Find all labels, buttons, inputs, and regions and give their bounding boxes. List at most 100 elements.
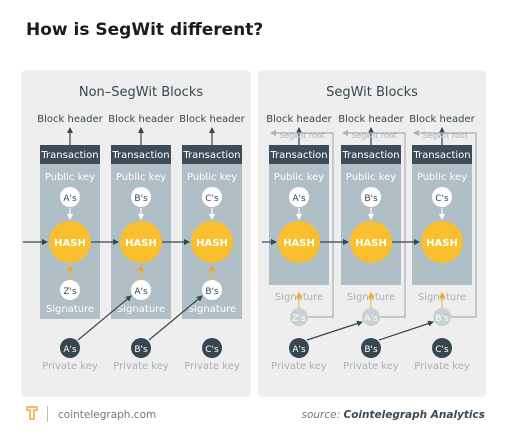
private-key-label: Private key bbox=[271, 361, 327, 372]
public-key-node-label: A's bbox=[63, 194, 77, 204]
public-key-node-label: B's bbox=[134, 194, 148, 204]
private-key-node bbox=[432, 338, 452, 358]
private-key-node bbox=[361, 338, 381, 358]
public-key-node-label: C's bbox=[435, 194, 449, 204]
signature-node-label: A's bbox=[134, 287, 148, 297]
signature-node-label: B's bbox=[205, 287, 219, 297]
private-key-node-label: B's bbox=[364, 345, 378, 355]
public-key-node-label: A's bbox=[292, 194, 306, 204]
public-key-label: Public key bbox=[45, 172, 95, 183]
public-key-label: Public key bbox=[346, 172, 396, 183]
signature-label: Signature bbox=[188, 304, 236, 315]
hash-node bbox=[120, 221, 162, 263]
public-key-node bbox=[131, 187, 151, 207]
private-key-node-label: C's bbox=[205, 345, 219, 355]
private-key-node bbox=[289, 338, 309, 358]
private-key-node bbox=[131, 338, 151, 358]
block-header-label: Block header bbox=[179, 114, 245, 125]
private-key-label: Private key bbox=[414, 361, 470, 372]
signature-node-label: Z's bbox=[292, 314, 306, 324]
public-key-node bbox=[432, 187, 452, 207]
public-key-node bbox=[361, 187, 381, 207]
block-header-label: Block header bbox=[108, 114, 174, 125]
public-key-label: Public key bbox=[187, 172, 237, 183]
private-key-node bbox=[60, 338, 80, 358]
public-key-label: Public key bbox=[274, 172, 324, 183]
private-key-arrow bbox=[378, 320, 434, 341]
private-key-node-label: A's bbox=[292, 345, 306, 355]
hash-node bbox=[191, 221, 233, 263]
cointelegraph-logo-icon bbox=[26, 406, 38, 420]
private-key-label: Private key bbox=[184, 361, 240, 372]
hash-label: HASH bbox=[196, 238, 228, 249]
signature-node bbox=[131, 280, 151, 300]
segwit-root-label: Segwit root bbox=[351, 131, 397, 140]
segwit-root-connector bbox=[342, 130, 406, 318]
private-key-node-label: B's bbox=[134, 345, 148, 355]
footer-divider bbox=[47, 406, 48, 422]
source-name: Cointelegraph Analytics bbox=[343, 409, 485, 421]
segwit-root-connector bbox=[270, 130, 334, 318]
signature-node bbox=[362, 308, 380, 326]
private-key-node bbox=[202, 338, 222, 358]
hash-label: HASH bbox=[54, 238, 86, 249]
segwit-root-connector bbox=[413, 130, 477, 318]
hash-label: HASH bbox=[426, 238, 458, 249]
block-header-label: Block header bbox=[338, 114, 404, 125]
transaction-label: Transaction bbox=[182, 150, 240, 161]
signature-label: Signature bbox=[117, 304, 165, 315]
transaction-header bbox=[182, 145, 242, 164]
transaction-header bbox=[341, 145, 401, 164]
hash-node bbox=[421, 221, 463, 263]
transaction-header bbox=[40, 145, 100, 164]
transaction-label: Transaction bbox=[269, 150, 327, 161]
transaction-label: Transaction bbox=[341, 150, 399, 161]
signature-node-label: A's bbox=[364, 314, 378, 324]
block-header-label: Block header bbox=[409, 114, 475, 125]
hash-node bbox=[49, 221, 91, 263]
transaction-header bbox=[412, 145, 472, 164]
public-key-node-label: C's bbox=[205, 194, 219, 204]
private-key-label: Private key bbox=[113, 361, 169, 372]
footer-site[interactable]: cointelegraph.com bbox=[58, 409, 157, 421]
segwit-heading: SegWit Blocks bbox=[326, 85, 418, 100]
signature-node bbox=[433, 308, 451, 326]
transaction-header bbox=[111, 145, 171, 164]
block-header-label: Block header bbox=[266, 114, 332, 125]
public-key-label: Public key bbox=[116, 172, 166, 183]
public-key-node bbox=[202, 187, 222, 207]
page-title: How is SegWit different? bbox=[26, 20, 264, 40]
segwit-root-label: Segwit root bbox=[422, 131, 468, 140]
private-key-arrow bbox=[148, 295, 203, 341]
signature-node-label: B's bbox=[435, 314, 449, 324]
hash-label: HASH bbox=[283, 238, 315, 249]
transaction-label: Transaction bbox=[412, 150, 470, 161]
hash-label: HASH bbox=[355, 238, 387, 249]
signature-node-label: Z's bbox=[63, 287, 77, 297]
non-segwit-heading: Non–SegWit Blocks bbox=[79, 85, 203, 100]
hash-node bbox=[350, 221, 392, 263]
block-header-label: Block header bbox=[37, 114, 103, 125]
transaction-header bbox=[269, 145, 329, 164]
public-key-node-label: B's bbox=[364, 194, 378, 204]
public-key-node bbox=[289, 187, 309, 207]
hash-label: HASH bbox=[125, 238, 157, 249]
signature-label: Signature bbox=[46, 304, 94, 315]
public-key-node bbox=[60, 187, 80, 207]
signature-node bbox=[290, 308, 308, 326]
private-key-label: Private key bbox=[343, 361, 399, 372]
private-key-node-label: A's bbox=[63, 345, 77, 355]
signature-node bbox=[202, 280, 222, 300]
source-prefix: source: bbox=[301, 409, 344, 421]
transaction-label: Transaction bbox=[111, 150, 169, 161]
private-key-node-label: C's bbox=[435, 345, 449, 355]
hash-node bbox=[278, 221, 320, 263]
public-key-label: Public key bbox=[417, 172, 467, 183]
segwit-root-label: Segwit root bbox=[279, 131, 325, 140]
footer-source: source: Cointelegraph Analytics bbox=[302, 409, 486, 421]
signature-node bbox=[60, 280, 80, 300]
private-key-arrow bbox=[77, 295, 132, 341]
private-key-arrow bbox=[306, 320, 363, 341]
private-key-label: Private key bbox=[42, 361, 98, 372]
